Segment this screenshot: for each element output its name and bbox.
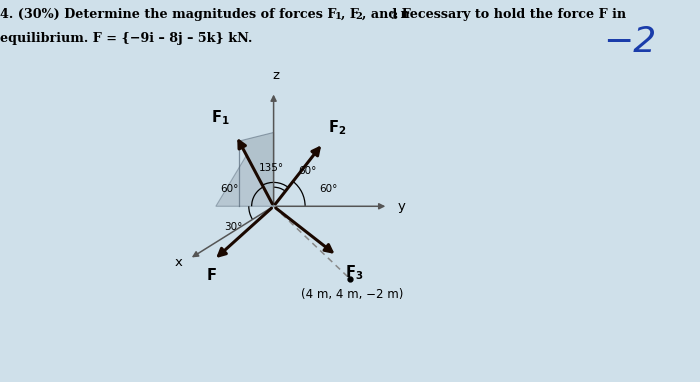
Text: 60°: 60° (220, 184, 239, 194)
Text: 60°: 60° (319, 184, 338, 194)
Text: $\mathbf{F}$: $\mathbf{F}$ (206, 267, 216, 283)
Polygon shape (239, 133, 274, 206)
Text: 1: 1 (335, 12, 342, 21)
Text: , F: , F (341, 8, 359, 21)
Text: y: y (398, 200, 405, 213)
Text: −2: −2 (603, 25, 657, 59)
Text: , and F: , and F (362, 8, 411, 21)
Text: 135°: 135° (259, 163, 284, 173)
Text: necessary to hold the force F in: necessary to hold the force F in (396, 8, 626, 21)
Text: $\mathbf{F_3}$: $\mathbf{F_3}$ (344, 263, 363, 282)
Text: 3: 3 (391, 12, 398, 21)
Text: (4 m, 4 m, −2 m): (4 m, 4 m, −2 m) (301, 288, 403, 301)
Text: 60°: 60° (298, 166, 317, 176)
Text: $\mathbf{F_1}$: $\mathbf{F_1}$ (211, 108, 230, 127)
Text: x: x (174, 256, 182, 269)
Text: $\mathbf{F_2}$: $\mathbf{F_2}$ (328, 118, 346, 137)
Polygon shape (216, 155, 274, 206)
Text: z: z (272, 69, 279, 82)
Text: 30°: 30° (224, 222, 243, 232)
Text: 4. (30%) Determine the magnitudes of forces F: 4. (30%) Determine the magnitudes of for… (0, 8, 337, 21)
Text: 2: 2 (356, 12, 363, 21)
Text: equilibrium. F = {−9i – 8j – 5k} kN.: equilibrium. F = {−9i – 8j – 5k} kN. (0, 32, 253, 45)
